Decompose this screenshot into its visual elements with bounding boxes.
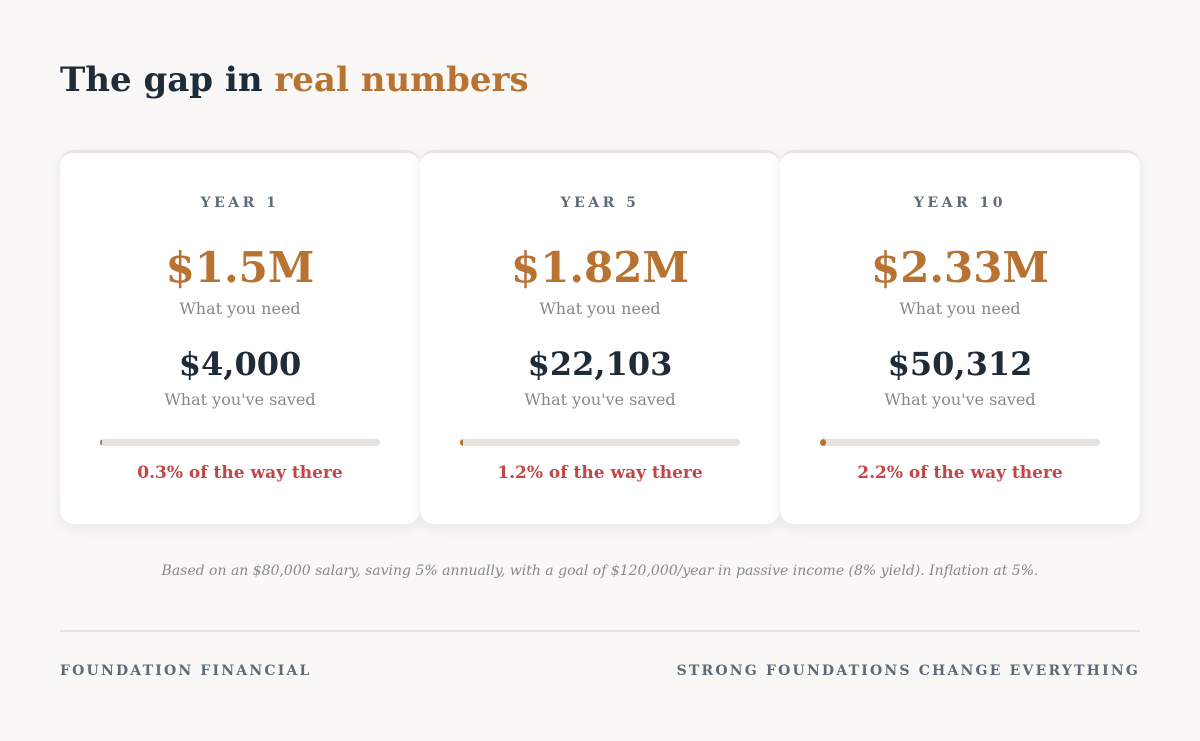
need-amount: $1.5M bbox=[165, 243, 315, 292]
saved-amount: $22,103 bbox=[527, 345, 673, 383]
saved-label: What you've saved bbox=[524, 390, 676, 409]
card-year-label: YEAR 5 bbox=[560, 195, 640, 211]
need-label: What you need bbox=[179, 299, 301, 318]
year-card: YEAR 1 $1.5M What you need $4,000 What y… bbox=[60, 150, 420, 524]
year-card: YEAR 10 $2.33M What you need $50,312 Wha… bbox=[780, 150, 1140, 524]
assumptions-footnote: Based on an $80,000 salary, saving 5% an… bbox=[161, 563, 1039, 579]
saved-label: What you've saved bbox=[164, 390, 316, 409]
need-label: What you need bbox=[539, 299, 661, 318]
title-accent: real numbers bbox=[274, 60, 529, 100]
progress-fill bbox=[820, 439, 827, 446]
progress-text: 0.3% of the way there bbox=[137, 463, 343, 483]
footer-divider bbox=[60, 630, 1140, 632]
need-amount: $1.82M bbox=[510, 243, 689, 292]
progress-bar bbox=[820, 439, 1100, 446]
saved-label: What you've saved bbox=[884, 390, 1036, 409]
progress-fill bbox=[100, 439, 102, 446]
saved-amount: $50,312 bbox=[887, 345, 1033, 383]
progress-bar bbox=[460, 439, 740, 446]
progress-text: 2.2% of the way there bbox=[857, 463, 1063, 483]
cards-row: YEAR 1 $1.5M What you need $4,000 What y… bbox=[60, 150, 1140, 524]
progress-bar bbox=[100, 439, 380, 446]
card-year-label: YEAR 10 bbox=[913, 195, 1007, 211]
brand-name: FOUNDATION FINANCIAL bbox=[60, 663, 312, 679]
progress-text: 1.2% of the way there bbox=[497, 463, 703, 483]
need-label: What you need bbox=[899, 299, 1021, 318]
title-prefix: The gap in bbox=[60, 60, 275, 100]
saved-amount: $4,000 bbox=[178, 345, 302, 383]
brand-tagline: STRONG FOUNDATIONS CHANGE EVERYTHING bbox=[676, 663, 1140, 679]
need-amount: $2.33M bbox=[870, 243, 1049, 292]
page-title: The gap in real numbers bbox=[60, 58, 529, 102]
progress-fill bbox=[460, 439, 464, 446]
card-year-label: YEAR 1 bbox=[200, 195, 280, 211]
year-card: YEAR 5 $1.82M What you need $22,103 What… bbox=[420, 150, 780, 524]
